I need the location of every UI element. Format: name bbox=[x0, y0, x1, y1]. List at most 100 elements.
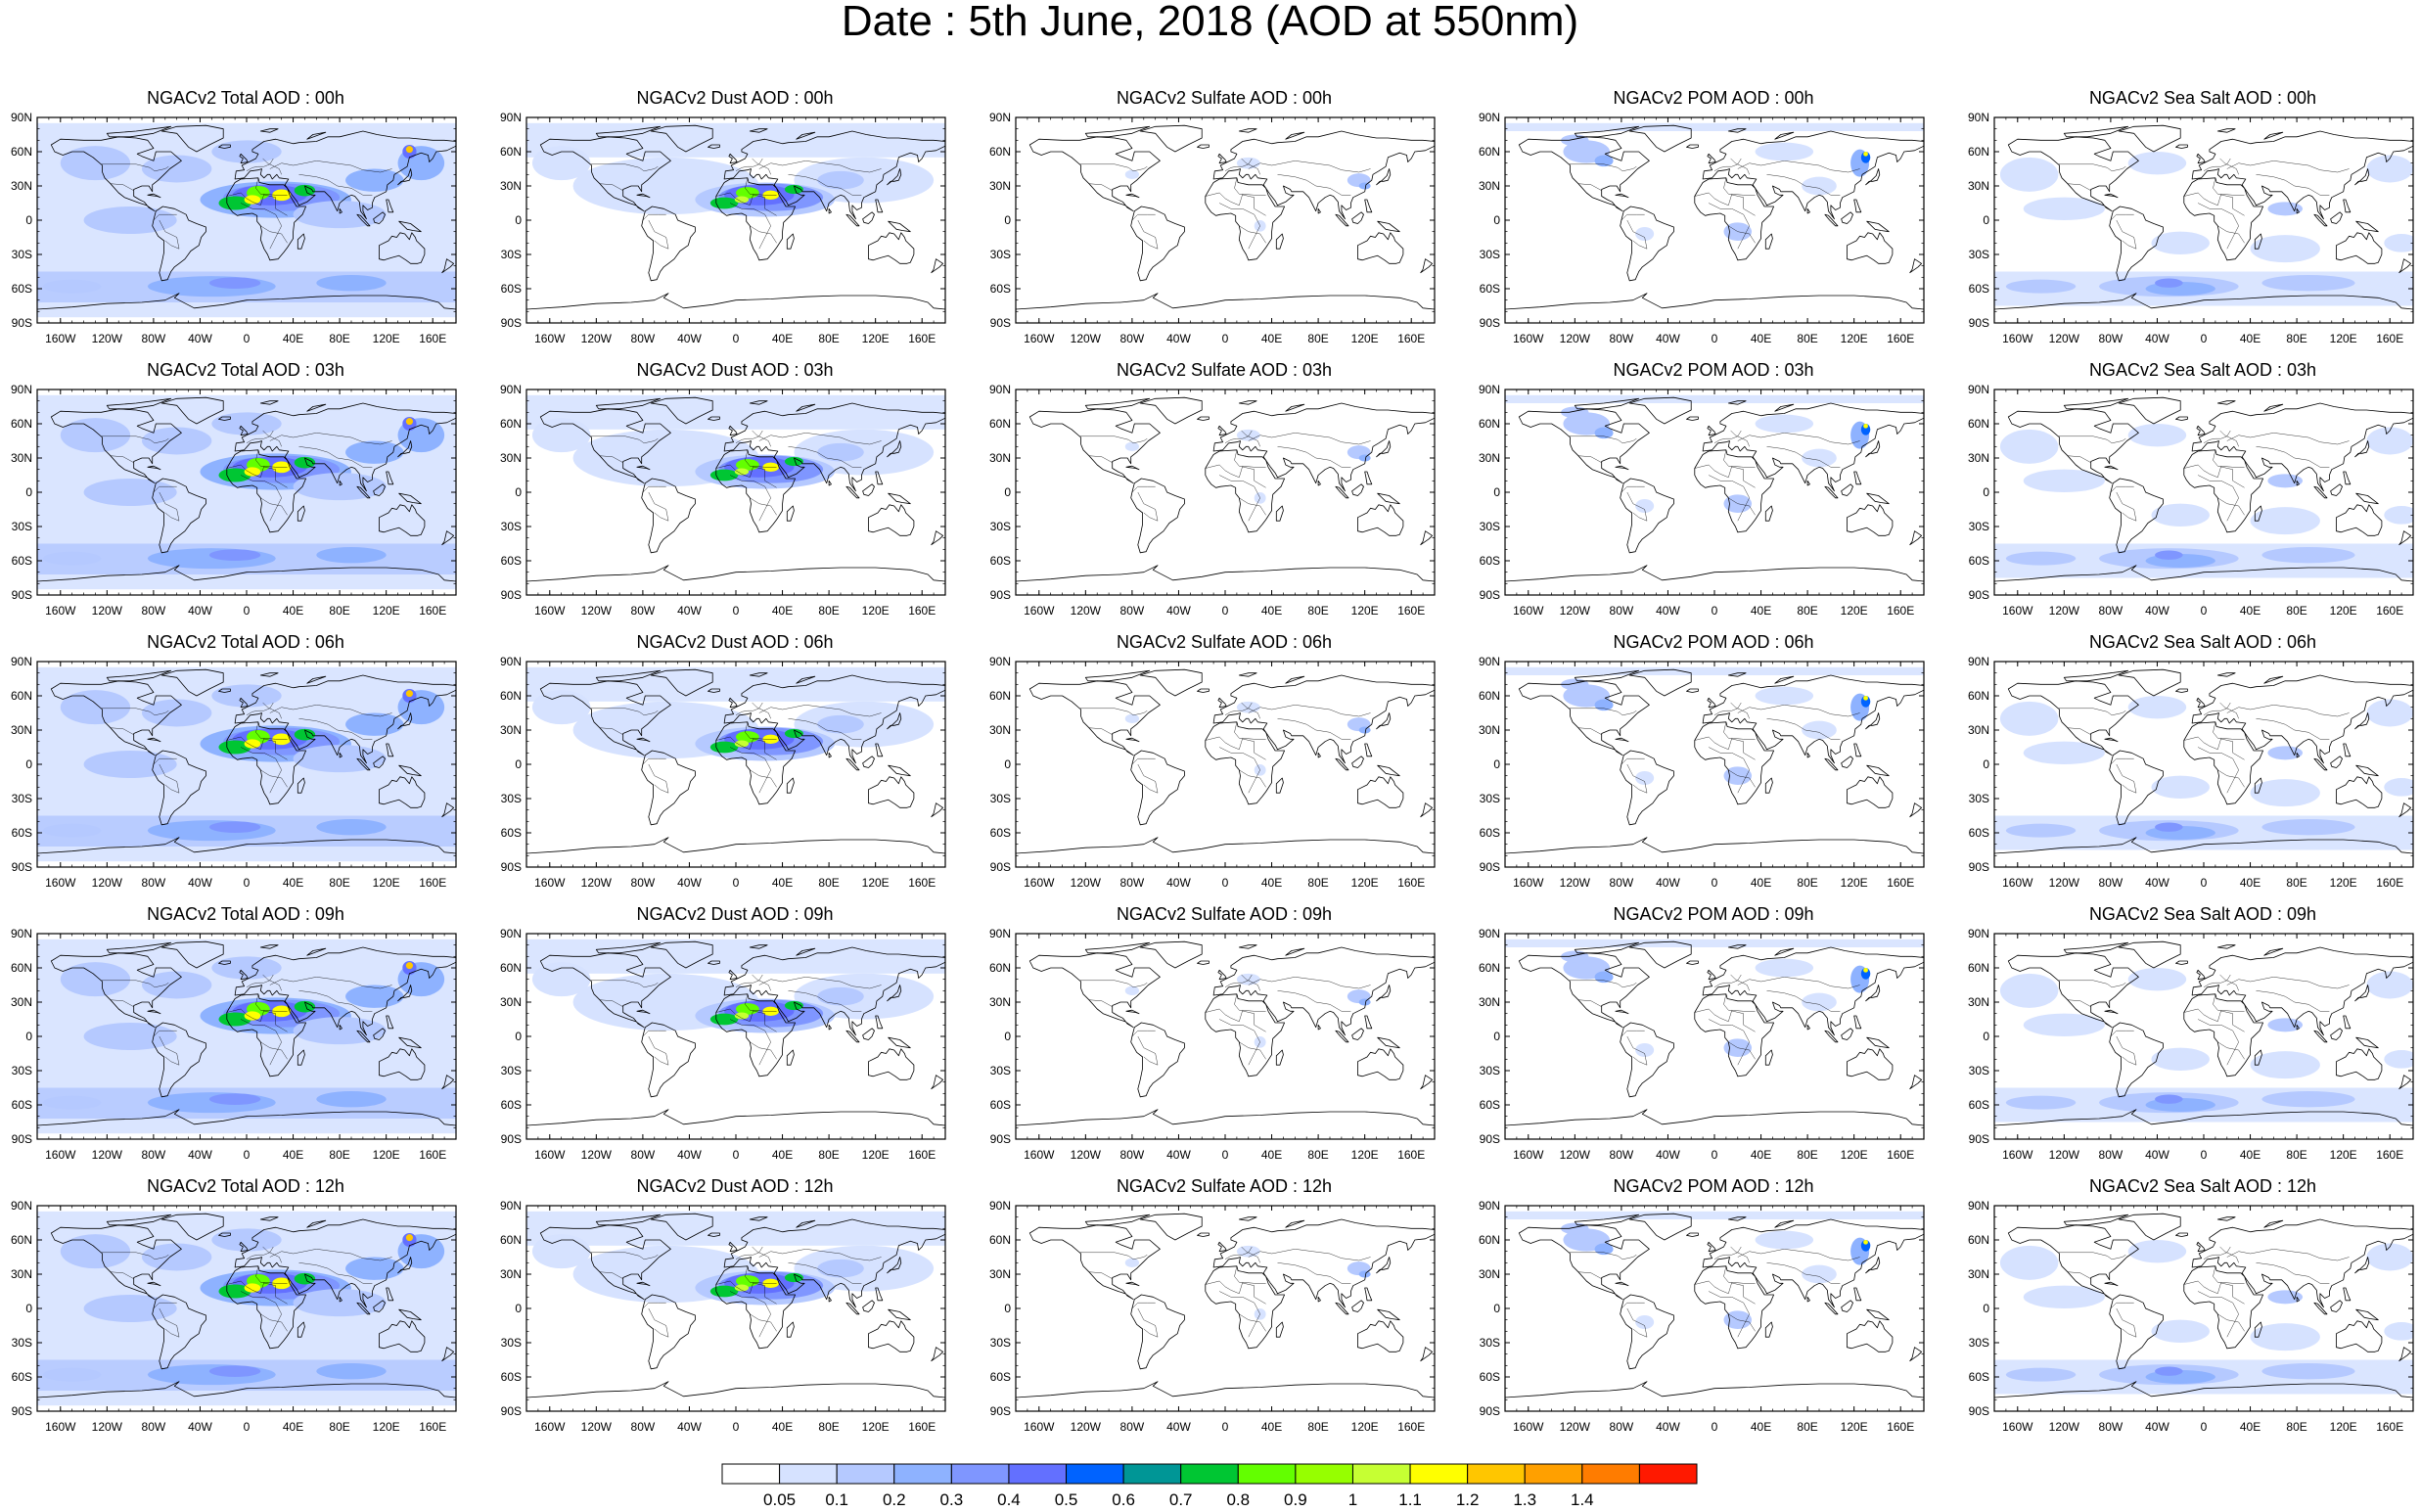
lat-tick-label: 90N bbox=[11, 1199, 32, 1213]
coastline-namerica bbox=[539, 680, 671, 756]
coastline-iceland bbox=[708, 688, 720, 693]
map-panel: NGACv2 Dust AOD : 06h 90N 60N 30N 0 30S 60S 90S… bbox=[489, 632, 979, 904]
map-panel-title: NGACv2 Total AOD : 00h bbox=[147, 88, 344, 108]
coastline-arcticIslands bbox=[2063, 125, 2129, 138]
coastline-newguinea bbox=[398, 1308, 422, 1321]
lat-tick-label: 60N bbox=[989, 1233, 1011, 1247]
colorbar-label: 0.4 bbox=[997, 1490, 1021, 1509]
coastline-borneo bbox=[862, 483, 875, 496]
lat-tick-label: 60S bbox=[990, 1370, 1011, 1384]
coastline-borneo bbox=[2330, 483, 2343, 496]
lon-tick-label: 80E bbox=[1307, 1148, 1328, 1162]
lon-tick-label: 0 bbox=[1712, 332, 1718, 345]
coastline-cuba bbox=[147, 1281, 161, 1287]
map-panel-title: NGACv2 Total AOD : 03h bbox=[147, 360, 344, 380]
coastline-uk bbox=[1707, 1241, 1716, 1253]
coastline-namerica bbox=[1518, 1224, 1650, 1301]
lon-tick-label: 0 bbox=[1222, 876, 1229, 890]
lat-tick-label: 60S bbox=[1969, 1370, 1989, 1384]
coastline-antarctica bbox=[37, 565, 456, 595]
coastline-svalbard bbox=[1727, 1216, 1747, 1221]
world-map: 90N 60N 30N 0 30S 60S 90S 160W 120W 80W 40W 0 40E 80E… bbox=[11, 111, 457, 345]
coastline-antarctica bbox=[1016, 837, 1435, 867]
lon-tick-label: 160E bbox=[2376, 876, 2403, 890]
lon-tick-label: 40W bbox=[188, 876, 212, 890]
coastline-eurasia bbox=[2191, 946, 2413, 1036]
lon-tick-label: 120W bbox=[2049, 876, 2080, 890]
coastline-nz bbox=[441, 802, 454, 818]
coastline-uk bbox=[728, 1241, 738, 1253]
coastline-sumatra bbox=[1335, 1030, 1349, 1043]
lat-tick-label: 60N bbox=[1968, 689, 1989, 703]
lon-tick-label: 160W bbox=[534, 332, 566, 345]
coastline-namerica bbox=[539, 408, 671, 484]
coastline-australia bbox=[2336, 1320, 2383, 1352]
coastline-philippines bbox=[1853, 199, 1862, 213]
lon-tick-label: 120W bbox=[2049, 604, 2080, 618]
coastline-philippines bbox=[386, 199, 394, 213]
coastline-philippines bbox=[1364, 1015, 1373, 1030]
lon-tick-label: 40W bbox=[1166, 876, 1191, 890]
lat-tick-label: 60N bbox=[1968, 1233, 1989, 1247]
coastline-australia bbox=[1357, 776, 1404, 808]
coastline-japan bbox=[1376, 985, 1392, 1002]
coastline-eurasia bbox=[723, 402, 945, 492]
lon-tick-label: 160E bbox=[419, 604, 446, 618]
coastline-greenland bbox=[2118, 1213, 2181, 1241]
colorbar-swatch bbox=[1409, 1463, 1469, 1485]
lon-tick-label: 80E bbox=[1797, 876, 1817, 890]
lon-tick-label: 120E bbox=[2330, 604, 2357, 618]
coastline-arcticIslands bbox=[106, 125, 172, 138]
lon-tick-label: 120W bbox=[1071, 332, 1102, 345]
lon-tick-label: 80W bbox=[631, 332, 656, 345]
lon-tick-label: 160E bbox=[2376, 604, 2403, 618]
coastline-eurasia bbox=[723, 946, 945, 1036]
coastline-madagascar bbox=[786, 1049, 795, 1066]
lat-tick-label: 30N bbox=[989, 995, 1011, 1009]
lat-tick-label: 30N bbox=[1479, 1267, 1500, 1281]
coastline-srilanka bbox=[1806, 1296, 1810, 1303]
coastline-namerica bbox=[1518, 408, 1650, 484]
coastline-greenland bbox=[650, 940, 713, 969]
coastline-newguinea bbox=[398, 1036, 422, 1049]
lon-tick-label: 80W bbox=[1610, 1420, 1634, 1434]
coastline-borneo bbox=[2330, 211, 2343, 224]
colorbar-swatch bbox=[1581, 1463, 1640, 1485]
lat-tick-label: 60S bbox=[12, 1370, 32, 1384]
coastline-cuba bbox=[1125, 1281, 1140, 1287]
lon-tick-label: 120E bbox=[862, 1148, 890, 1162]
coastline-cuba bbox=[147, 465, 161, 471]
coastline-arcticIslands bbox=[106, 397, 172, 410]
coastline-newguinea bbox=[2355, 1036, 2379, 1049]
lat-tick-label: 90S bbox=[1480, 1404, 1500, 1418]
lat-tick-label: 90S bbox=[990, 588, 1011, 602]
coastline-iceland bbox=[218, 960, 231, 965]
lat-tick-label: 90N bbox=[1968, 655, 1989, 668]
coastline-namerica bbox=[1028, 136, 1161, 212]
coastline-japan bbox=[397, 440, 413, 458]
coastline-africa bbox=[226, 993, 306, 1077]
lon-tick-label: 120W bbox=[1071, 1420, 1102, 1434]
world-map: 90N 60N 30N 0 30S 60S 90S 160W 120W 80W 40W 0 40E 80E… bbox=[989, 1199, 1436, 1434]
coastline-australia bbox=[868, 232, 915, 264]
lat-tick-label: 60N bbox=[11, 145, 32, 159]
coastline-arcticIslands bbox=[1574, 1214, 1640, 1226]
coastline-svalbard bbox=[749, 128, 768, 133]
map-panel: NGACv2 Sea Salt AOD : 06h 90N 60N 30N 0 30S 60… bbox=[1957, 632, 2420, 904]
coastline-namerica bbox=[1028, 680, 1161, 756]
coastline-novaya bbox=[306, 1219, 327, 1228]
coastline-eurasia bbox=[1212, 1218, 1435, 1308]
coastline-borneo bbox=[1841, 1028, 1853, 1040]
coastline-arcticIslands bbox=[595, 397, 662, 410]
lon-tick-label: 160E bbox=[1887, 332, 1914, 345]
coastline-australia bbox=[1357, 504, 1404, 536]
coastline-africa bbox=[715, 449, 796, 533]
map-panel: NGACv2 Total AOD : 09h 90N 60N 30N 0 30S 60S 90… bbox=[0, 904, 489, 1176]
coastline-namerica bbox=[1028, 408, 1161, 484]
colorbar-label: 1.3 bbox=[1513, 1490, 1536, 1509]
map-panel-title: NGACv2 POM AOD : 12h bbox=[1613, 1176, 1814, 1196]
coastline-uk bbox=[2196, 425, 2206, 436]
lon-tick-label: 160W bbox=[1513, 1148, 1544, 1162]
lon-tick-label: 80E bbox=[1797, 1148, 1817, 1162]
coastline-uk bbox=[2196, 697, 2206, 709]
